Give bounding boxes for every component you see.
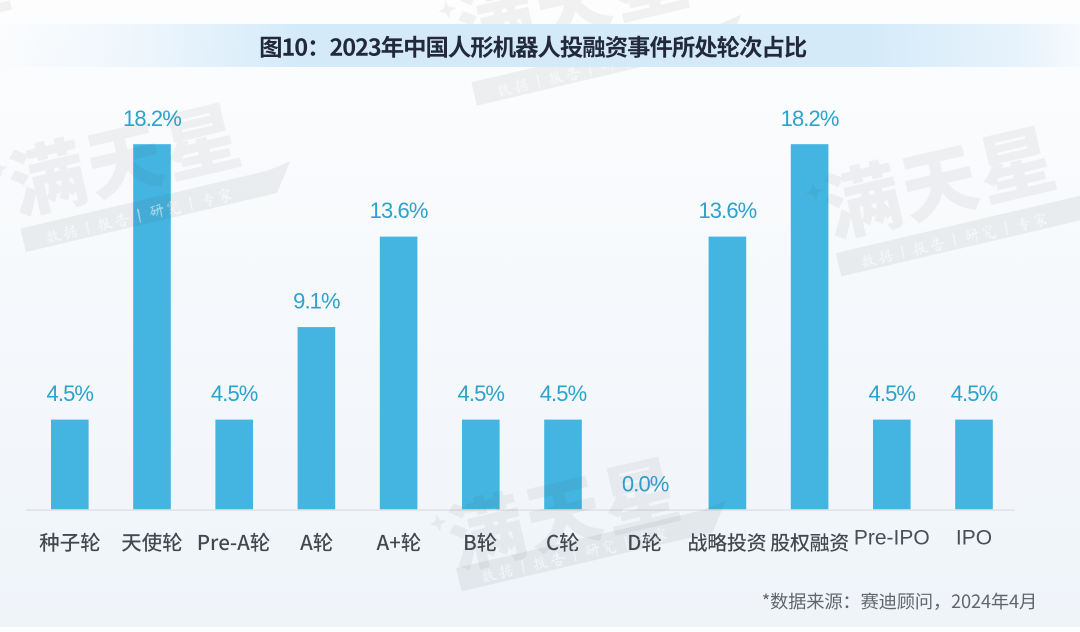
svg-text:4.5%: 4.5%: [540, 381, 587, 406]
svg-text:4.5%: 4.5%: [211, 381, 258, 406]
svg-text:9.1%: 9.1%: [293, 289, 340, 314]
svg-text:4.5%: 4.5%: [458, 381, 505, 406]
svg-text:4.5%: 4.5%: [951, 381, 998, 406]
svg-text:4.5%: 4.5%: [869, 381, 916, 406]
svg-text:13.6%: 13.6%: [698, 198, 756, 223]
svg-text:IPO: IPO: [956, 527, 992, 550]
svg-text:4.5%: 4.5%: [47, 381, 94, 406]
svg-text:13.6%: 13.6%: [370, 198, 428, 223]
svg-text:Pre-IPO: Pre-IPO: [854, 527, 930, 550]
svg-text:18.2%: 18.2%: [781, 106, 839, 131]
